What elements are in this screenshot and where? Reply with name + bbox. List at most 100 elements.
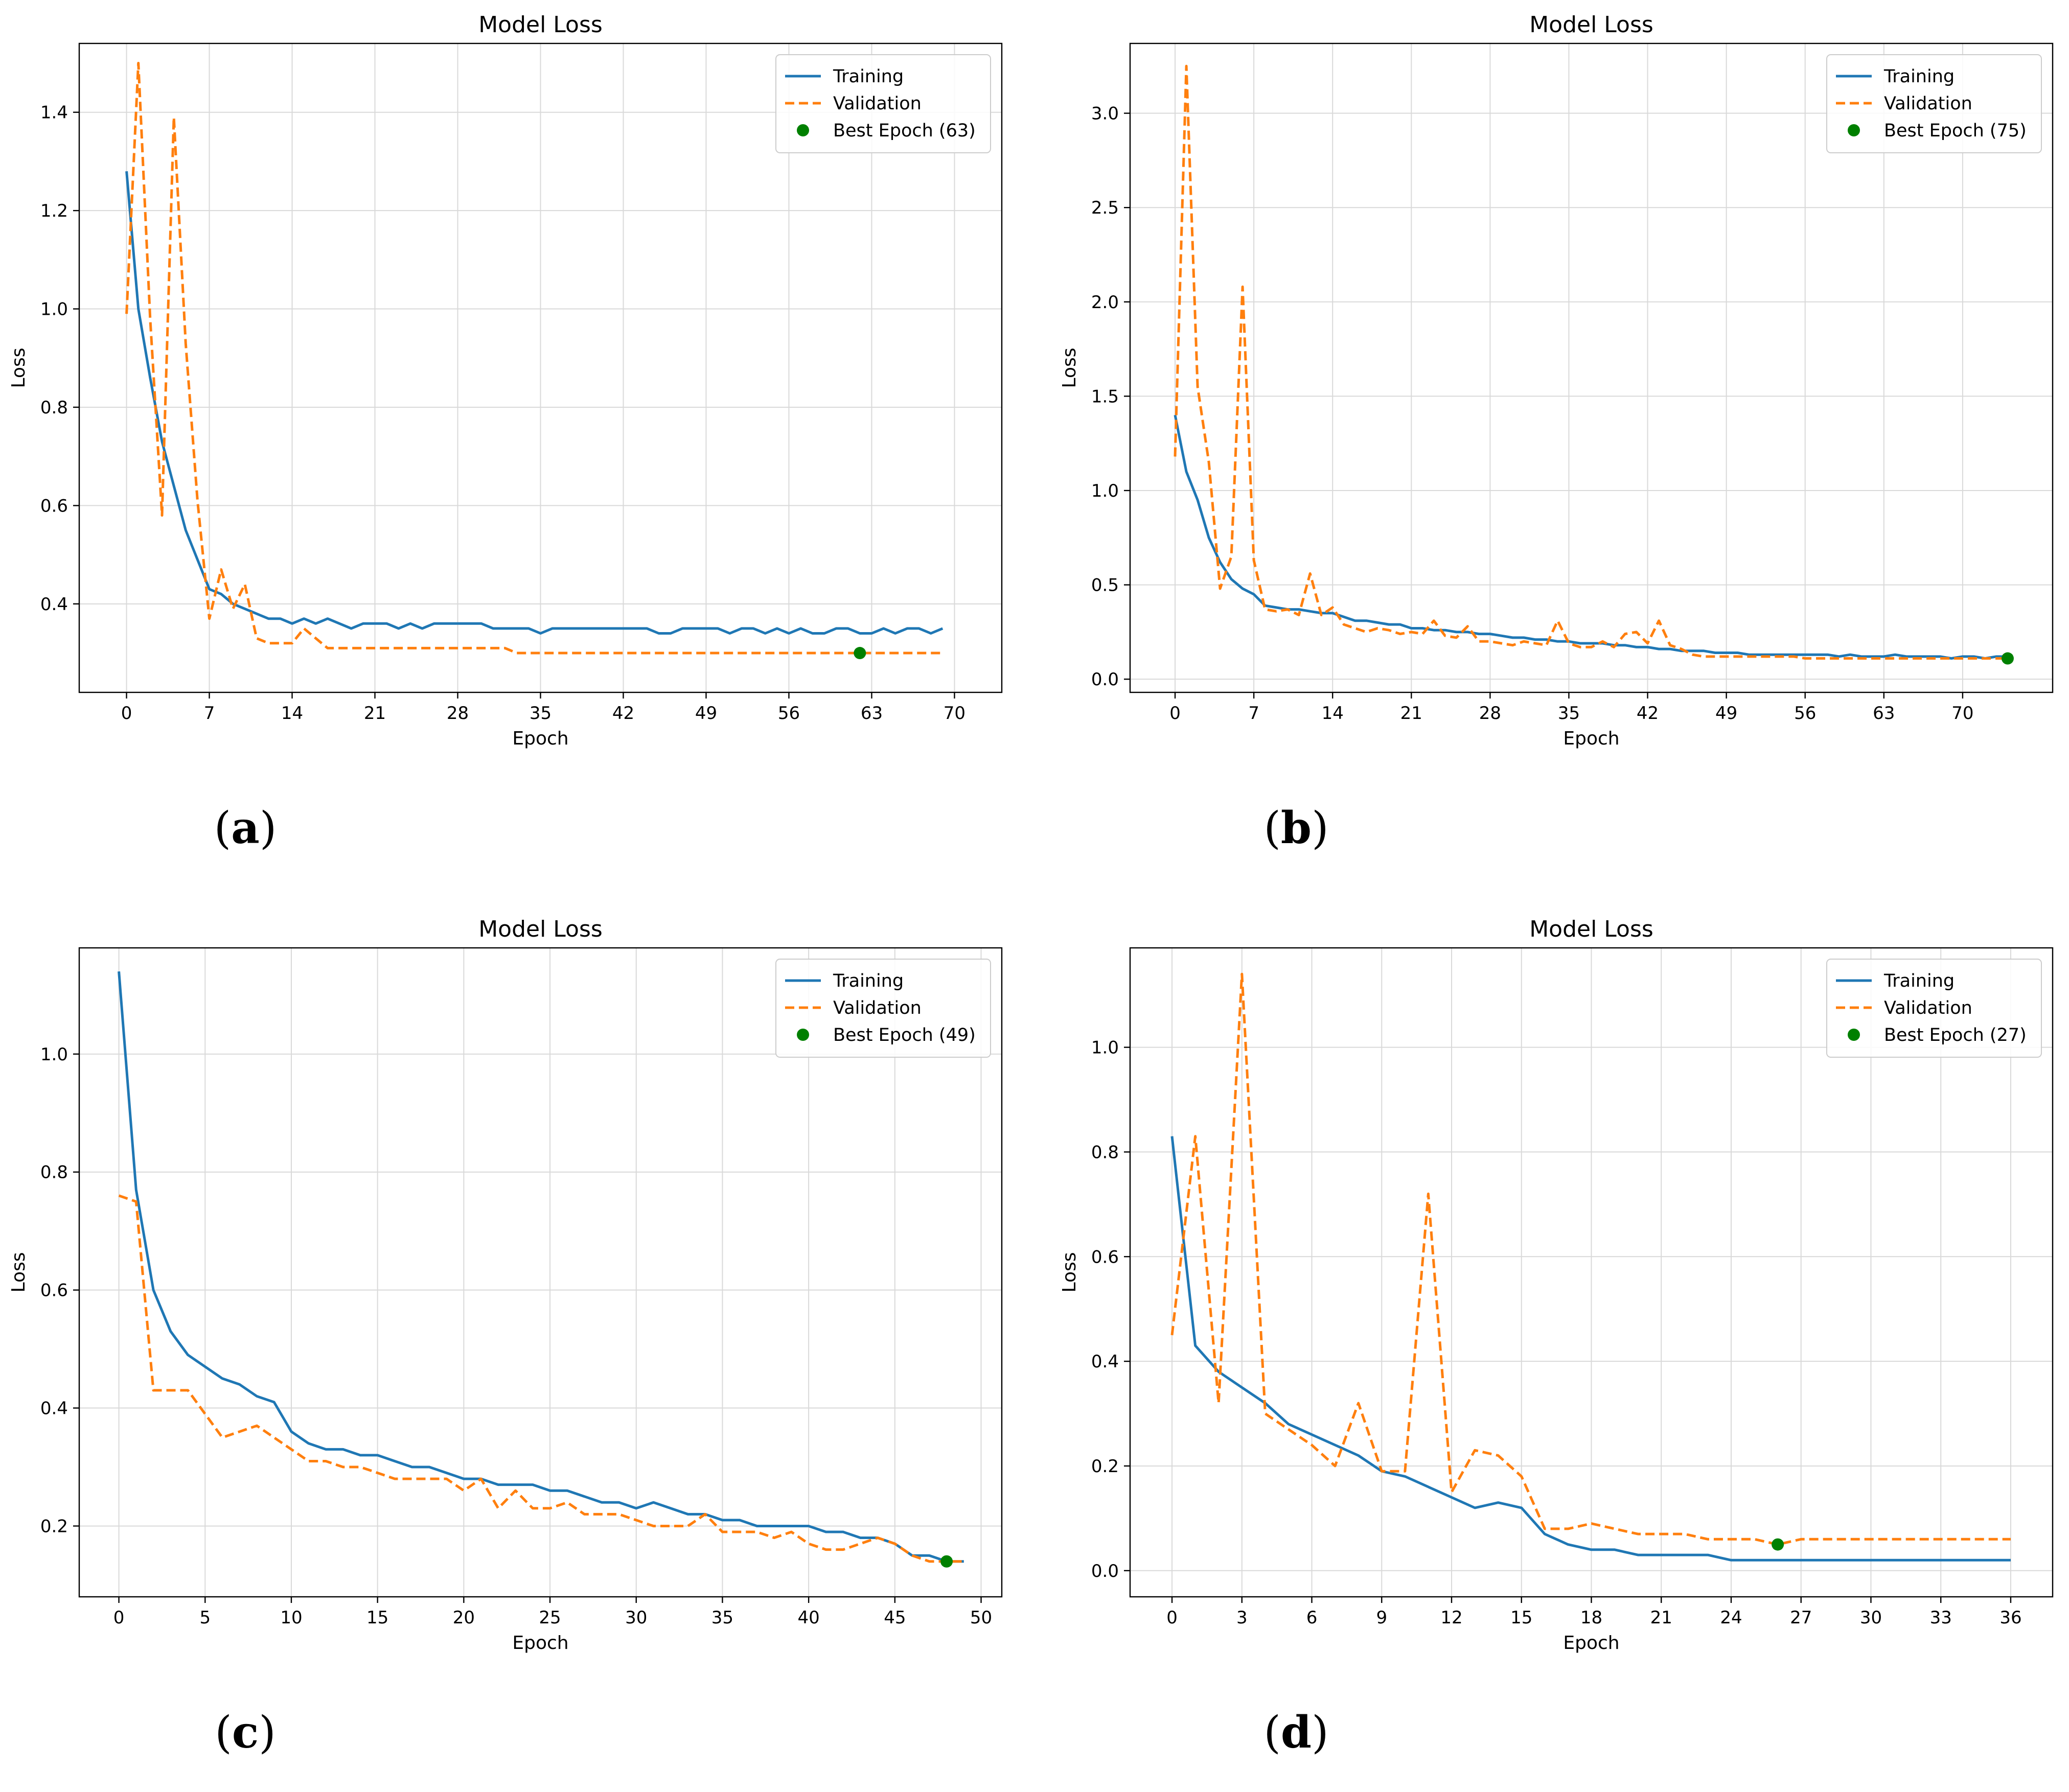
- chart-title: Model Loss: [478, 12, 603, 38]
- legend-training-label: Training: [1883, 971, 1955, 991]
- training-line: [1174, 414, 2008, 660]
- chart-panel-a: 0 7 14 21 28 35 42 49 56 63 70 0.4 0.6 0.8 1.0 1.2 1.4 Mo…: [0, 0, 1034, 888]
- x-tick-label: 14: [281, 703, 303, 724]
- validation-line: [1170, 972, 2011, 1546]
- legend-best-epoch-label: Best Epoch (49): [833, 1025, 976, 1045]
- y-tick-label: 0.8: [40, 398, 68, 418]
- gridlines: [1130, 43, 2053, 692]
- x-tick-label: 28: [1479, 703, 1501, 724]
- x-tick-label: 30: [1860, 1608, 1882, 1628]
- legend-validation-label: Validation: [1884, 94, 1972, 114]
- y-tick-label: 0.8: [40, 1162, 68, 1183]
- x-tick-label: 28: [447, 703, 469, 724]
- chart-panel-c: 0 5 10 15 20 25 30 35 40 45 50 0.2 0.4 0.6 0.8 1.0 Model…: [0, 904, 1034, 1792]
- best-epoch-marker: [2001, 652, 2014, 665]
- x-tick-label: 21: [1650, 1608, 1672, 1628]
- y-tick-label: 0.4: [1091, 1352, 1119, 1372]
- x-tick-label: 0: [121, 703, 132, 724]
- legend-best-epoch-label: Best Epoch (63): [833, 121, 976, 141]
- x-tick-label: 56: [1794, 703, 1816, 724]
- x-tick-label: 12: [1440, 1608, 1462, 1628]
- y-tick-label: 0.5: [1091, 575, 1119, 596]
- x-tick-label: 5: [199, 1608, 211, 1628]
- x-tick-label: 56: [778, 703, 800, 724]
- legend-training-label: Training: [833, 66, 904, 87]
- x-tick-label: 25: [539, 1608, 561, 1628]
- x-tick-label: 49: [1715, 703, 1737, 724]
- y-tick-label: 0.2: [40, 1516, 68, 1537]
- y-tick-label: 0.6: [1091, 1247, 1119, 1267]
- y-tick-label: 2.5: [1091, 198, 1119, 218]
- legend-box: [1826, 959, 2042, 1058]
- chart-d-svg: 0 3 6 9 12 15 18 21 24 27 30 33 360.00.20.40.60.81.0…: [1059, 916, 2054, 1654]
- x-tick-label: 10: [280, 1608, 302, 1628]
- y-tick-label: 1.0: [40, 299, 68, 320]
- x-tick-label: 35: [711, 1608, 733, 1628]
- x-tick-label: 35: [530, 703, 551, 724]
- chart-b-svg: 0 7 14 21 28 35 42 49 56 63 70 0.0 0.5 1.0 1.5 2.0 2.5 3.…: [1059, 12, 2054, 749]
- x-tick-label: 18: [1580, 1608, 1602, 1628]
- y-tick-label: 1.2: [40, 201, 68, 221]
- chart-title: Model Loss: [1529, 916, 1653, 942]
- x-tick-label: 45: [884, 1608, 906, 1628]
- x-tick-label: 27: [1790, 1608, 1812, 1628]
- x-tick-label: 40: [797, 1608, 819, 1628]
- caption-b: (b): [1263, 802, 1329, 854]
- legend-validation-label: Validation: [1884, 998, 1972, 1018]
- x-tick-label: 7: [204, 703, 215, 724]
- plot-frame: [1129, 42, 2054, 693]
- legend-best-epoch-swatch: [797, 1029, 809, 1041]
- x-tick-label: 0: [113, 1608, 125, 1628]
- x-axis-label: Epoch: [1563, 728, 1619, 749]
- y-tick-label: 1.4: [40, 103, 68, 123]
- x-tick-label: 21: [364, 703, 386, 724]
- chart-panel-d: 0 3 6 9 12 15 18 21 24 27 30 33 36 0.0 0.2 0.4 0.6 0.8 1.0…: [1051, 904, 2069, 1792]
- legend-best-epoch-swatch: [797, 124, 809, 136]
- y-tick-label: 0.6: [40, 1281, 68, 1301]
- chart-panel-b: 0 7 14 21 28 35 42 49 56 63 70 0.0 0.5 1.0 1.5 2.0 2.5 3.…: [1051, 0, 2069, 888]
- x-tick-label: 49: [695, 703, 717, 724]
- legend-training-label: Training: [1883, 66, 1955, 87]
- caption-a-letter: a: [231, 802, 260, 854]
- x-tick-label: 15: [1510, 1608, 1532, 1628]
- y-tick-label: 3.0: [1091, 104, 1119, 124]
- best-epoch-marker: [1772, 1538, 1784, 1551]
- legend-validation-label: Validation: [833, 94, 922, 114]
- legend-best-epoch-label: Best Epoch (27): [1884, 1025, 2027, 1045]
- caption-c: (c): [215, 1707, 276, 1758]
- legend-box: [775, 54, 991, 153]
- y-axis-label: Loss: [8, 1252, 29, 1293]
- caption-d: (d): [1263, 1707, 1329, 1758]
- chart-a-svg: 0 7 14 21 28 35 42 49 56 63 70 0.4 0.6 0.8 1.0 1.2 1.4 Mo…: [8, 12, 1003, 749]
- y-tick-label: 0.4: [40, 1399, 68, 1419]
- legend: Training Validation Best Epoch (75): [1826, 54, 2042, 153]
- caption-d-letter: d: [1280, 1707, 1312, 1758]
- training-line: [125, 171, 944, 635]
- x-tick-label: 33: [1930, 1608, 1952, 1628]
- x-tick-label: 0: [1169, 703, 1181, 724]
- plot-frame: [78, 947, 1003, 1598]
- x-tick-label: 6: [1306, 1608, 1318, 1628]
- y-axis-label: Loss: [1059, 348, 1080, 388]
- x-tick-label: 50: [970, 1608, 992, 1628]
- caption-a: (a): [214, 802, 277, 854]
- legend: Training Validation Best Epoch (49): [775, 959, 991, 1058]
- x-tick-label: 63: [1873, 703, 1895, 724]
- validation-line: [1174, 64, 2008, 660]
- x-tick-label: 63: [861, 703, 883, 724]
- x-tick-label: 15: [366, 1608, 388, 1628]
- x-tick-label: 30: [625, 1608, 647, 1628]
- caption-c-letter: c: [232, 1707, 259, 1758]
- training-line: [118, 971, 964, 1563]
- y-tick-label: 2.0: [1091, 292, 1119, 313]
- x-tick-label: 36: [1999, 1608, 2021, 1628]
- legend: Training Validation Best Epoch (27): [1826, 959, 2042, 1058]
- x-tick-label: 35: [1558, 703, 1580, 724]
- chart-c-svg: 0 5 10 15 20 25 30 35 40 45 50 0.2 0.4 0.6 0.8 1.0 Model…: [8, 916, 1003, 1654]
- training-line: [1170, 1136, 2011, 1562]
- best-epoch-marker: [854, 647, 866, 660]
- x-tick-label: 70: [944, 703, 965, 724]
- y-tick-label: 0.0: [1091, 1561, 1119, 1581]
- legend-box: [775, 959, 991, 1058]
- chart-title: Model Loss: [478, 916, 603, 942]
